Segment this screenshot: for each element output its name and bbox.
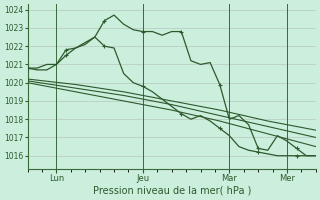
X-axis label: Pression niveau de la mer( hPa ): Pression niveau de la mer( hPa ) <box>92 186 251 196</box>
